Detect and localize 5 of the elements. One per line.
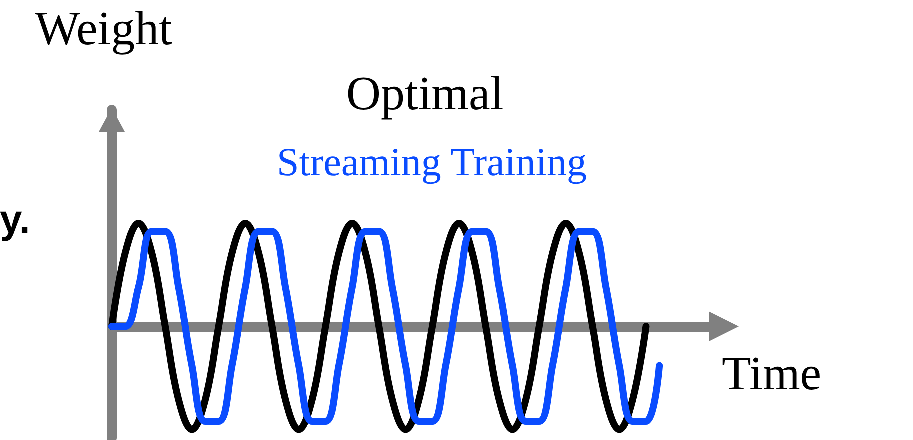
x-axis-title: Time <box>722 348 822 400</box>
series-label: Streaming Training <box>276 140 588 184</box>
y-axis-title: Weight <box>35 2 174 56</box>
text: y. <box>0 198 30 242</box>
text: Optimal <box>346 68 504 120</box>
